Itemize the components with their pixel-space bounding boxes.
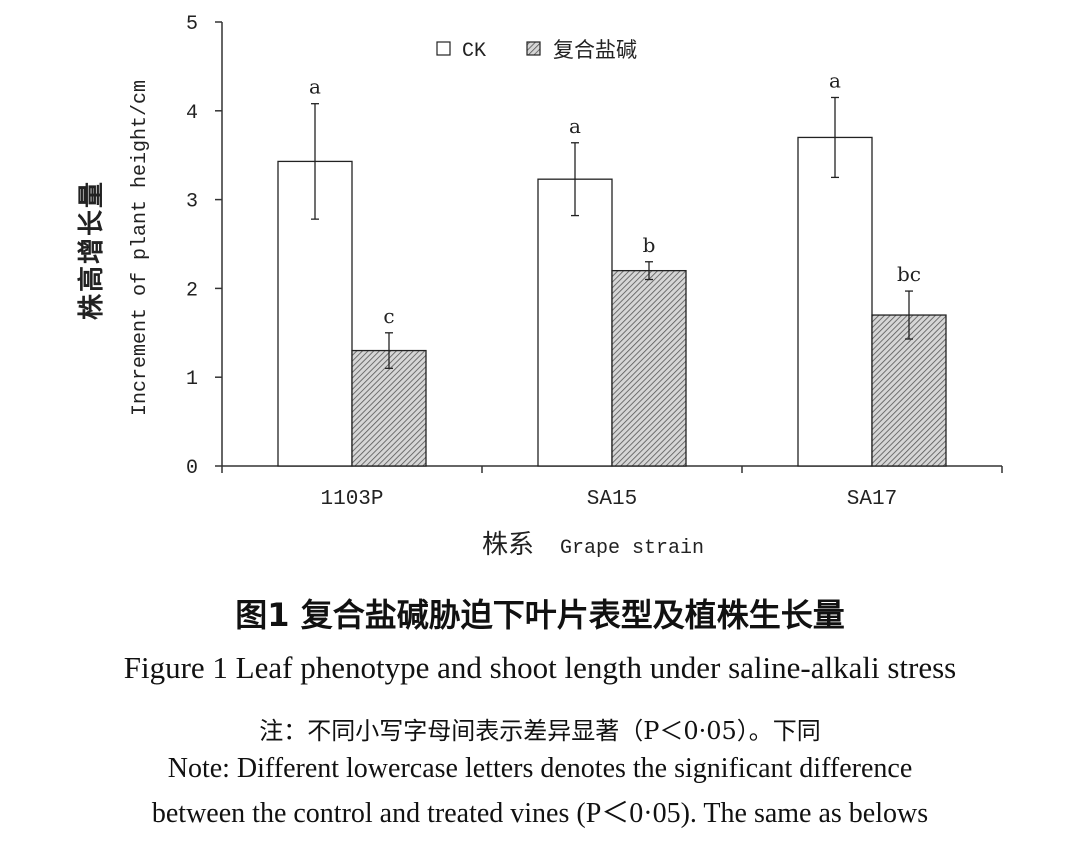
x-tick-label: SA17 — [847, 488, 897, 511]
legend-label-ck: CK — [462, 40, 486, 63]
y-tick-label: 3 — [186, 191, 198, 214]
axis-labels: 株高增长量 Increment of plant height/cm 株系 Grape… — [76, 80, 704, 560]
significance-letter: c — [383, 304, 394, 328]
figure-caption-en: Figure 1 Leaf phenotype and shoot length… — [123, 650, 957, 685]
y-axis-label-en: Increment of plant height/cm — [129, 80, 152, 416]
y-tick-label: 0 — [186, 457, 198, 480]
x-axis-label-en: Grape strain — [560, 537, 704, 560]
significance-letter: bc — [897, 262, 921, 286]
legend: CK 复合盐碱 — [436, 38, 637, 63]
legend-swatch-saline — [526, 41, 541, 56]
bar-ck-SA17 — [797, 136, 873, 467]
y-tick-label: 4 — [186, 102, 198, 125]
y-tick-label: 5 — [186, 13, 198, 36]
significance-letter: a — [309, 75, 321, 99]
legend-label-saline: 复合盐碱 — [553, 38, 637, 62]
bar-saline-SA17 — [871, 314, 947, 467]
bar-saline-SA15 — [611, 269, 687, 467]
note-en-line1: Note: Different lowercase letters denote… — [167, 753, 913, 784]
x-tick-label: SA15 — [587, 488, 637, 511]
bar-chart: 0 1 2 3 4 5 1103P SA15 SA17 a c a b a bc 株高增长量 Increme… — [76, 13, 1003, 560]
note-zh: 注：不同小写字母间表示差异显著（P＜0·05）。下同 — [259, 717, 821, 745]
bar-ck-SA15 — [537, 178, 613, 467]
significance-letter: a — [829, 68, 841, 92]
y-tick-label: 1 — [186, 368, 198, 391]
y-tick-label: 2 — [186, 279, 198, 302]
significance-letter: b — [643, 233, 656, 257]
bar-saline-1103P — [351, 349, 427, 467]
x-tick-label: 1103P — [320, 488, 383, 511]
bars: a c a b a bc — [277, 68, 947, 467]
y-axis-label-zh: 株高增长量 — [76, 180, 107, 320]
significance-letter: a — [569, 114, 581, 138]
legend-swatch-ck — [436, 41, 451, 56]
x-axis-label-zh: 株系 — [482, 530, 534, 560]
figure-caption-zh: 图1 复合盐碱胁迫下叶片表型及植株生长量 — [235, 596, 845, 634]
note-en-line2: between the control and treated vines (P… — [151, 798, 929, 829]
